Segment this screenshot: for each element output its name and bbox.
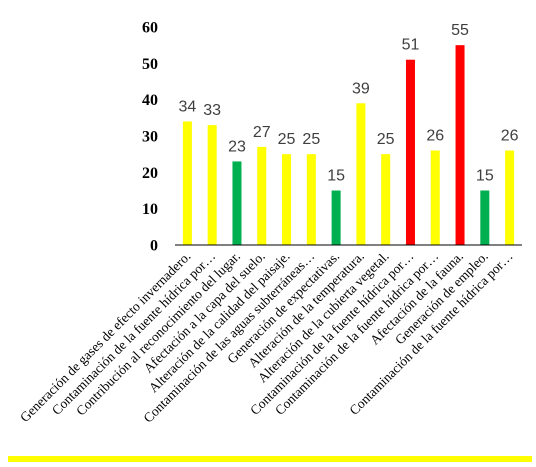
y-tick-label: 30	[142, 129, 158, 146]
bar	[182, 121, 192, 245]
data-label: 27	[253, 124, 271, 141]
bars	[182, 45, 515, 246]
x-axis-labels: Generación de gases de efecto invernader…	[17, 249, 516, 426]
bar	[480, 190, 490, 245]
data-labels: 34 33 23 27 25 25 15 39 25 51 26 55 15 26	[178, 22, 518, 184]
data-label: 39	[352, 80, 370, 97]
data-label: 34	[178, 98, 196, 115]
bar	[505, 150, 515, 245]
data-label: 51	[402, 37, 420, 54]
data-label: 23	[228, 138, 246, 155]
y-tick-label: 40	[142, 92, 158, 109]
bar	[381, 154, 391, 245]
data-label: 26	[501, 128, 519, 145]
bar	[207, 125, 217, 245]
bar	[430, 150, 440, 245]
bar	[257, 146, 267, 245]
y-axis-ticks: 0 10 20 30 40 50 60	[142, 20, 158, 255]
y-tick-label: 60	[142, 20, 158, 37]
bottom-rule	[8, 456, 532, 462]
bar	[405, 59, 415, 246]
y-tick-label: 50	[142, 56, 158, 73]
data-label: 33	[203, 102, 221, 119]
data-label: 25	[302, 131, 320, 148]
bar	[282, 154, 292, 245]
y-tick-label: 0	[150, 238, 158, 255]
data-label: 26	[426, 128, 444, 145]
bar	[356, 103, 366, 245]
y-tick-label: 20	[142, 165, 158, 182]
data-label: 15	[476, 168, 494, 185]
bar	[306, 154, 316, 245]
bar	[331, 190, 341, 245]
y-tick-label: 10	[142, 201, 158, 218]
data-label: 15	[327, 168, 345, 185]
data-label: 25	[377, 131, 395, 148]
data-label: 25	[278, 131, 296, 148]
data-label: 55	[451, 22, 469, 39]
bar	[232, 161, 242, 245]
bar	[455, 45, 465, 245]
